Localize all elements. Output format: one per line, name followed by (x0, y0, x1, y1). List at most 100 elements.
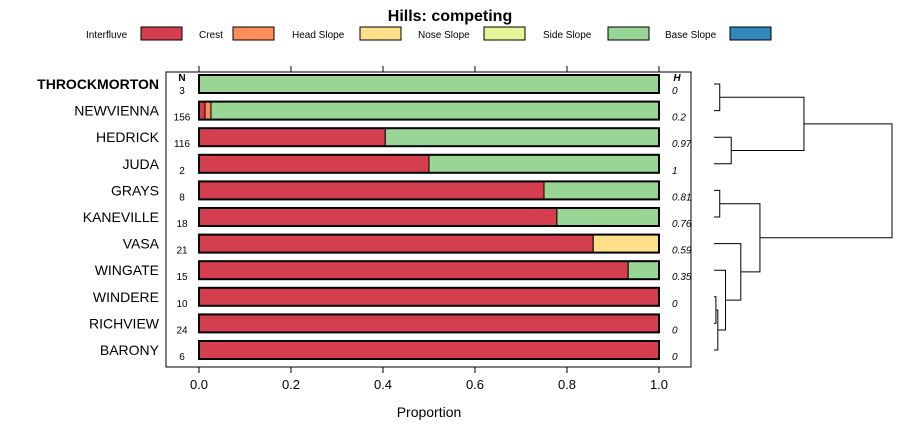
bar-segment-side-slope (198, 74, 660, 94)
legend-item-crest: Crest (199, 26, 275, 41)
bar-segment-interfluve (198, 154, 430, 174)
x-tick-label: 1.0 (650, 377, 668, 392)
row-label-kaneville: KANEVILLE (83, 209, 159, 225)
legend-swatch (140, 26, 183, 41)
row-label-richview: RICHVIEW (89, 315, 160, 331)
legend-label: Base Slope (665, 30, 717, 41)
legend-swatch (483, 26, 526, 41)
dendrogram-link (714, 296, 717, 324)
row-label-throckmorton: THROCKMORTON (37, 76, 159, 92)
bar-segment-interfluve (198, 287, 660, 307)
dendrogram-link (714, 189, 721, 218)
row-label-juda: JUDA (122, 156, 159, 172)
legend-label: Interfluve (86, 30, 128, 41)
bar-row-hedrick (198, 127, 660, 148)
chart-title: Hills: competing (388, 8, 512, 25)
bar-outline (198, 127, 660, 148)
bar-segment-crest (204, 101, 212, 121)
n-value: 6 (179, 352, 185, 363)
x-tick-label: 0.6 (466, 377, 484, 392)
bar-segment-side-slope (428, 154, 660, 174)
legend-item-base-slope: Base Slope (665, 26, 772, 41)
row-label-hedrick: HEDRICK (96, 129, 160, 145)
bar-outline (198, 207, 660, 227)
x-tick-label: 0.4 (374, 377, 392, 392)
bar-row-windere (198, 286, 660, 307)
dendrogram-link (714, 83, 721, 112)
n-value: 116 (174, 139, 190, 150)
legend-item-interfluve: Interfluve (86, 26, 183, 41)
bar-row-newvienna (198, 100, 660, 121)
x-axis: 0.0 0.2 0.4 0.6 0.8 1.0 (190, 66, 668, 392)
bar-segment-interfluve (198, 127, 386, 147)
bar-segment-interfluve (198, 180, 545, 200)
row-label-windere: WINDERE (93, 289, 159, 305)
x-tick-label: 0.8 (558, 377, 576, 392)
bar-row-barony (198, 340, 660, 360)
bar-outline (198, 153, 660, 174)
dendrogram-link (714, 243, 742, 301)
legend-item-side-slope: Side Slope (543, 26, 650, 41)
bar-row-wingate (198, 260, 660, 281)
row-label-wingate: WINGATE (95, 262, 159, 278)
h-value: 1 (672, 166, 678, 177)
n-column-header: N (178, 73, 185, 84)
h-value: 0.81 (672, 192, 691, 203)
n-value: 15 (176, 272, 188, 283)
row-label-grays: GRAYS (111, 182, 159, 198)
n-value: 156 (174, 113, 191, 124)
bar-segment-interfluve (198, 313, 660, 333)
bar-outline (198, 233, 660, 254)
h-value: 0 (672, 352, 678, 363)
bar-segment-side-slope (210, 101, 660, 121)
legend-label: Side Slope (543, 30, 592, 41)
row-label-barony: BARONY (100, 342, 160, 358)
bar-outline (198, 313, 660, 334)
h-value: 0 (672, 86, 678, 97)
bar-row-vasa (198, 233, 660, 254)
n-value: 8 (179, 192, 185, 203)
n-value: 2 (179, 166, 185, 177)
bar-row-grays (198, 180, 660, 201)
n-value: 21 (176, 246, 188, 257)
h-column-header: H (673, 73, 681, 84)
dendrogram-link (714, 136, 732, 165)
legend: Interfluve Crest Head Slope Nose Slope Side … (86, 26, 772, 41)
legend-item-nose-slope: Nose Slope (418, 26, 526, 41)
bar-outline (198, 100, 660, 121)
bar-segment-interfluve (198, 234, 594, 254)
n-value: 24 (176, 325, 188, 336)
legend-swatch (607, 26, 650, 41)
bar-outline (198, 286, 660, 307)
bar-row-throckmorton (198, 74, 660, 94)
h-value: 0.76 (672, 219, 692, 230)
bar-segment-side-slope (384, 127, 660, 147)
row-label-newvienna: NEWVIENNA (74, 103, 159, 119)
bar-segment-side-slope (627, 260, 660, 280)
bar-segment-side-slope (556, 207, 660, 227)
n-value: 10 (176, 299, 188, 310)
dendrogram (714, 83, 893, 351)
bar-segment-interfluve (198, 260, 629, 280)
legend-item-head-slope: Head Slope (292, 26, 402, 41)
bar-segment-interfluve (198, 207, 558, 227)
n-value: 18 (176, 219, 188, 230)
bar-segment-interfluve (198, 340, 660, 360)
h-value: 0.97 (672, 139, 692, 150)
legend-swatch (359, 26, 402, 41)
bar-outline (198, 340, 660, 360)
x-axis-label: Proportion (397, 404, 462, 420)
bar-row-richview (198, 313, 660, 334)
bar-outline (198, 74, 660, 94)
plot-frame (165, 71, 692, 368)
dendrogram-link (719, 96, 805, 151)
legend-label: Crest (199, 30, 223, 41)
h-value: 0.35 (672, 272, 692, 283)
legend-label: Nose Slope (418, 30, 470, 41)
legend-swatch (729, 26, 772, 41)
bar-row-kaneville (198, 207, 660, 227)
bar-segment-head-slope (592, 234, 660, 254)
legend-label: Head Slope (292, 30, 345, 41)
dendrogram-link (719, 203, 761, 273)
